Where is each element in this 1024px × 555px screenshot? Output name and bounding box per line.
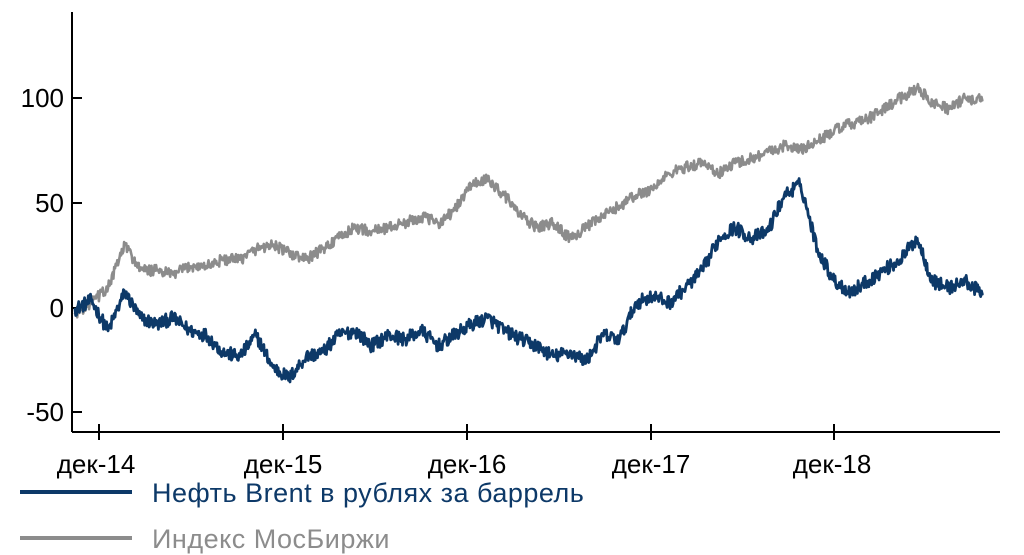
legend: Нефть Brent в рублях за баррель Индекс М… bbox=[20, 478, 584, 554]
x-tick-label: дек-15 bbox=[244, 449, 323, 479]
legend-label-moex: Индекс МосБиржи bbox=[152, 524, 390, 554]
x-tick-label: дек-18 bbox=[793, 449, 872, 479]
series-line-brent-rub bbox=[73, 177, 984, 384]
y-tick-label: -50 bbox=[26, 397, 64, 427]
y-tick-label: 0 bbox=[50, 293, 64, 323]
y-axis: 100 50 0 -50 bbox=[21, 12, 82, 432]
x-tick-label: дек-14 bbox=[57, 449, 136, 479]
series-layer bbox=[73, 82, 984, 384]
legend-label-brent: Нефть Brent в рублях за баррель bbox=[152, 478, 584, 508]
x-axis: дек-14 дек-15 дек-16 дек-17 дек-18 bbox=[57, 424, 1000, 479]
y-tick-label: 50 bbox=[35, 188, 64, 218]
series-line-moex-index bbox=[73, 82, 984, 319]
y-tick-label: 100 bbox=[21, 83, 64, 113]
x-tick-label: дек-16 bbox=[428, 449, 507, 479]
x-tick-label: дек-17 bbox=[612, 449, 691, 479]
